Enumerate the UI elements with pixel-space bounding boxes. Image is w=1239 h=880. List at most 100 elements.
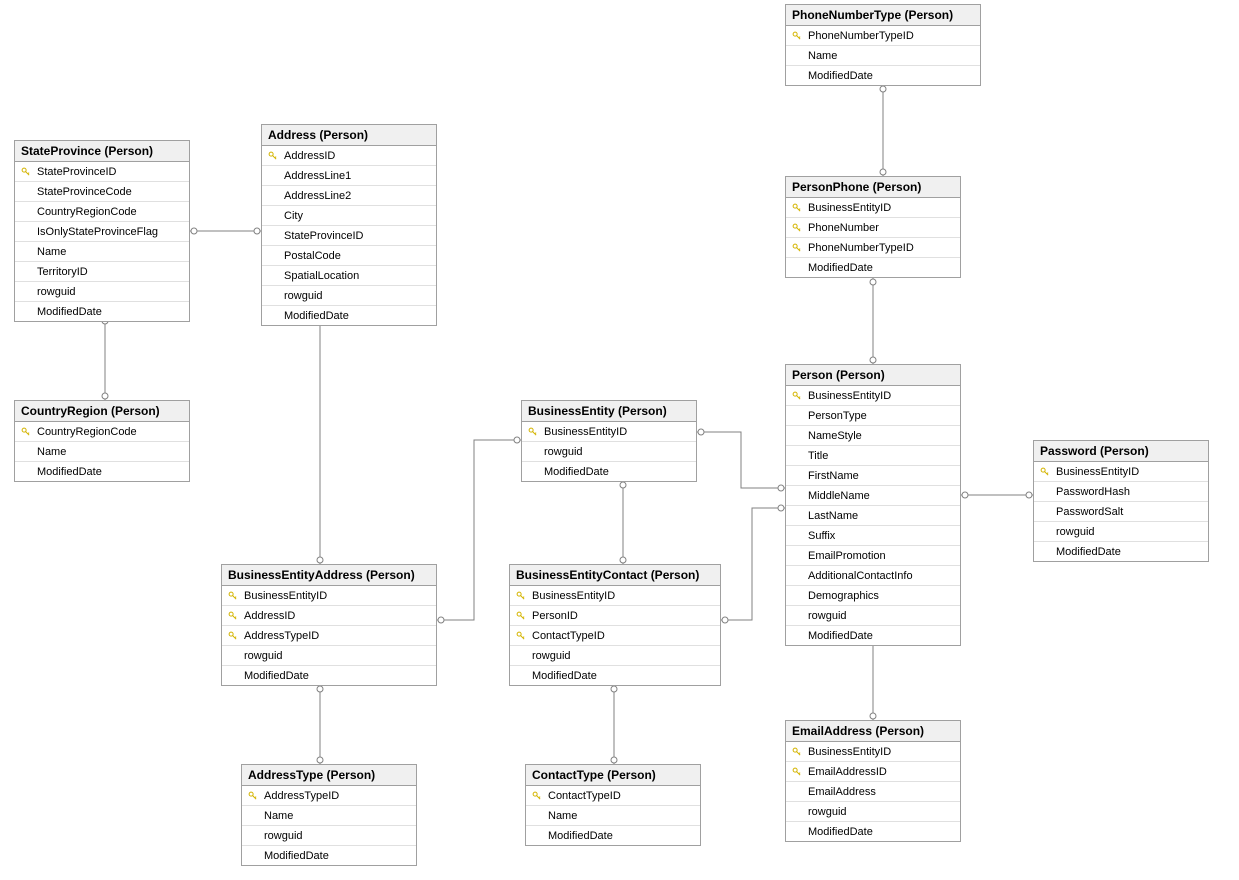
table-row[interactable]: StateProvinceID xyxy=(262,226,436,246)
table-row[interactable]: PhoneNumber xyxy=(786,218,960,238)
table-row[interactable]: CountryRegionCode xyxy=(15,202,189,222)
table-row[interactable]: rowguid xyxy=(222,646,436,666)
table-businessEntityContact[interactable]: BusinessEntityContact (Person)BusinessEn… xyxy=(509,564,721,686)
column-name: BusinessEntityID xyxy=(806,390,891,402)
table-row[interactable]: BusinessEntityID xyxy=(786,198,960,218)
table-row[interactable]: rowguid xyxy=(262,286,436,306)
table-row[interactable]: FirstName xyxy=(786,466,960,486)
table-row[interactable]: rowguid xyxy=(242,826,416,846)
table-row[interactable]: ModifiedDate xyxy=(510,666,720,685)
table-row[interactable]: BusinessEntityID xyxy=(786,386,960,406)
table-row[interactable]: EmailAddressID xyxy=(786,762,960,782)
table-businessEntity[interactable]: BusinessEntity (Person)BusinessEntityIDr… xyxy=(521,400,697,482)
table-row[interactable]: rowguid xyxy=(1034,522,1208,542)
table-contactType[interactable]: ContactType (Person)ContactTypeIDNameMod… xyxy=(525,764,701,846)
table-row[interactable]: ModifiedDate xyxy=(222,666,436,685)
table-row[interactable]: rowguid xyxy=(15,282,189,302)
table-row[interactable]: EmailPromotion xyxy=(786,546,960,566)
column-name: ModifiedDate xyxy=(262,850,329,862)
table-row[interactable]: ModifiedDate xyxy=(15,462,189,481)
table-row[interactable]: ModifiedDate xyxy=(526,826,700,845)
table-password[interactable]: Password (Person)BusinessEntityIDPasswor… xyxy=(1033,440,1209,562)
table-addressType[interactable]: AddressType (Person)AddressTypeIDNamerow… xyxy=(241,764,417,866)
table-row[interactable]: BusinessEntityID xyxy=(522,422,696,442)
table-row[interactable]: EmailAddress xyxy=(786,782,960,802)
table-row[interactable]: ModifiedDate xyxy=(786,66,980,85)
table-row[interactable]: LastName xyxy=(786,506,960,526)
table-row[interactable]: StateProvinceID xyxy=(15,162,189,182)
table-row[interactable]: rowguid xyxy=(510,646,720,666)
table-row[interactable]: rowguid xyxy=(786,802,960,822)
table-row[interactable]: ModifiedDate xyxy=(786,626,960,645)
table-row[interactable]: Title xyxy=(786,446,960,466)
table-row[interactable]: AddressLine1 xyxy=(262,166,436,186)
table-personPhone[interactable]: PersonPhone (Person)BusinessEntityIDPhon… xyxy=(785,176,961,278)
table-row[interactable]: CountryRegionCode xyxy=(15,422,189,442)
table-row[interactable]: Name xyxy=(15,442,189,462)
table-row[interactable]: AdditionalContactInfo xyxy=(786,566,960,586)
table-row[interactable]: ModifiedDate xyxy=(786,258,960,277)
table-row[interactable]: ModifiedDate xyxy=(522,462,696,481)
key-cell xyxy=(512,631,530,641)
table-row[interactable]: Name xyxy=(786,46,980,66)
table-row[interactable]: ContactTypeID xyxy=(526,786,700,806)
table-row[interactable]: ModifiedDate xyxy=(242,846,416,865)
table-row[interactable]: AddressTypeID xyxy=(222,626,436,646)
table-row[interactable]: ModifiedDate xyxy=(262,306,436,325)
table-row[interactable]: MiddleName xyxy=(786,486,960,506)
table-row[interactable]: rowguid xyxy=(522,442,696,462)
primary-key-icon xyxy=(21,167,31,177)
table-row[interactable]: PostalCode xyxy=(262,246,436,266)
column-name: ContactTypeID xyxy=(530,630,605,642)
column-name: StateProvinceCode xyxy=(35,186,132,198)
table-row[interactable]: IsOnlyStateProvinceFlag xyxy=(15,222,189,242)
table-phoneNumberType[interactable]: PhoneNumberType (Person)PhoneNumberTypeI… xyxy=(785,4,981,86)
table-row[interactable]: Name xyxy=(242,806,416,826)
column-name: BusinessEntityID xyxy=(806,202,891,214)
key-cell xyxy=(224,591,242,601)
table-row[interactable]: PasswordSalt xyxy=(1034,502,1208,522)
table-row[interactable]: AddressLine2 xyxy=(262,186,436,206)
table-row[interactable]: TerritoryID xyxy=(15,262,189,282)
table-row[interactable]: ContactTypeID xyxy=(510,626,720,646)
table-stateProvince[interactable]: StateProvince (Person)StateProvinceIDSta… xyxy=(14,140,190,322)
table-row[interactable]: BusinessEntityID xyxy=(786,742,960,762)
table-row[interactable]: PersonType xyxy=(786,406,960,426)
table-row[interactable]: PhoneNumberTypeID xyxy=(786,238,960,258)
table-row[interactable]: Suffix xyxy=(786,526,960,546)
column-name: ModifiedDate xyxy=(806,70,873,82)
primary-key-icon xyxy=(516,611,526,621)
table-row[interactable]: SpatialLocation xyxy=(262,266,436,286)
table-row[interactable]: Demographics xyxy=(786,586,960,606)
table-emailAddress[interactable]: EmailAddress (Person)BusinessEntityIDEma… xyxy=(785,720,961,842)
table-row[interactable]: City xyxy=(262,206,436,226)
table-row[interactable]: PersonID xyxy=(510,606,720,626)
table-row[interactable]: BusinessEntityID xyxy=(1034,462,1208,482)
table-row[interactable]: ModifiedDate xyxy=(786,822,960,841)
table-row[interactable]: AddressTypeID xyxy=(242,786,416,806)
table-row[interactable]: ModifiedDate xyxy=(1034,542,1208,561)
key-cell xyxy=(788,31,806,41)
key-cell xyxy=(224,611,242,621)
table-row[interactable]: Name xyxy=(526,806,700,826)
table-row[interactable]: AddressID xyxy=(222,606,436,626)
column-name: IsOnlyStateProvinceFlag xyxy=(35,226,158,238)
primary-key-icon xyxy=(792,223,802,233)
table-row[interactable]: NameStyle xyxy=(786,426,960,446)
table-row[interactable]: BusinessEntityID xyxy=(222,586,436,606)
table-row[interactable]: PasswordHash xyxy=(1034,482,1208,502)
table-row[interactable]: Name xyxy=(15,242,189,262)
table-row[interactable]: AddressID xyxy=(262,146,436,166)
column-name: Name xyxy=(546,810,577,822)
table-businessEntityAddress[interactable]: BusinessEntityAddress (Person)BusinessEn… xyxy=(221,564,437,686)
table-person[interactable]: Person (Person)BusinessEntityIDPersonTyp… xyxy=(785,364,961,646)
table-address[interactable]: Address (Person)AddressIDAddressLine1Add… xyxy=(261,124,437,326)
table-row[interactable]: PhoneNumberTypeID xyxy=(786,26,980,46)
table-row[interactable]: ModifiedDate xyxy=(15,302,189,321)
table-row[interactable]: BusinessEntityID xyxy=(510,586,720,606)
table-row[interactable]: StateProvinceCode xyxy=(15,182,189,202)
table-row[interactable]: rowguid xyxy=(786,606,960,626)
table-countryRegion[interactable]: CountryRegion (Person)CountryRegionCodeN… xyxy=(14,400,190,482)
column-name: MiddleName xyxy=(806,490,870,502)
column-name: PasswordSalt xyxy=(1054,506,1123,518)
